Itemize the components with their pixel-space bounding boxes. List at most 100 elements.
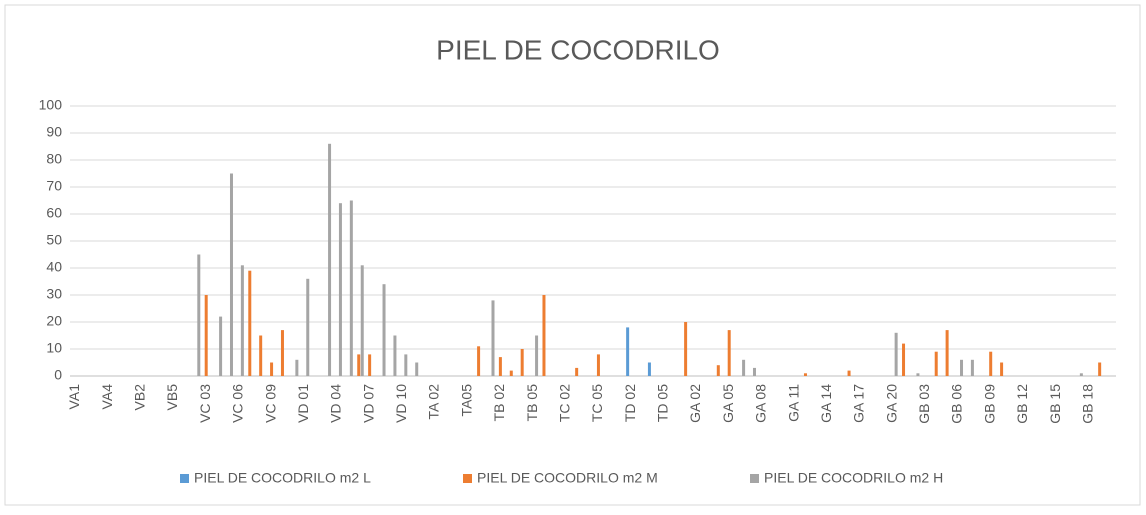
bar (727, 330, 731, 376)
y-tick-label: 10 (46, 340, 62, 356)
y-tick-label: 0 (54, 367, 62, 383)
x-tick-label: GB 03 (916, 384, 932, 424)
x-tick-label: TB 02 (491, 384, 507, 422)
bar (989, 351, 993, 376)
x-tick-label: VC 09 (262, 384, 278, 423)
legend-label: PIEL DE COCODRILO m2 H (764, 470, 943, 486)
x-tick-label: TD 02 (622, 384, 638, 422)
bar (219, 316, 223, 376)
y-tick-label: 30 (46, 286, 62, 302)
bar (716, 365, 720, 376)
bar (1098, 362, 1102, 376)
x-tick-label: GB 18 (1079, 384, 1095, 424)
x-tick-label: VB5 (164, 384, 180, 411)
legend-swatch (463, 474, 472, 483)
x-tick-label: GB 12 (1014, 384, 1030, 424)
x-tick-label: GB 15 (1047, 384, 1063, 424)
y-tick-label: 50 (46, 232, 62, 248)
x-tick-label: GA 11 (785, 384, 801, 422)
bar (934, 351, 938, 376)
bar (498, 357, 502, 376)
bar (259, 335, 263, 376)
bar (520, 349, 524, 376)
y-tick-label: 20 (46, 313, 62, 329)
bar (229, 173, 233, 376)
bar (575, 367, 579, 376)
x-tick-label: VD 10 (393, 384, 409, 423)
x-tick-label: VD 07 (360, 384, 376, 423)
x-tick-label: GA 02 (687, 384, 703, 423)
x-tick-label: TA05 (458, 384, 474, 417)
bar (902, 343, 906, 376)
y-tick-label: 40 (46, 259, 62, 275)
chart-border (4, 4, 1141, 506)
bar (382, 284, 386, 376)
bar (1000, 362, 1004, 376)
x-tick-label: VD 01 (295, 384, 311, 423)
bar (415, 362, 419, 376)
bar (306, 278, 310, 376)
x-tick-label: TD 05 (655, 384, 671, 422)
bar (509, 370, 513, 376)
bar (248, 270, 252, 376)
bar (535, 335, 539, 376)
x-tick-label: GA 14 (818, 384, 834, 423)
bar (803, 373, 807, 376)
x-tick-label: VC 06 (230, 384, 246, 423)
bar (338, 203, 342, 376)
x-tick-label: TC 02 (556, 384, 572, 422)
x-tick-label: TC 05 (589, 384, 605, 422)
bar (647, 362, 651, 376)
legend-swatch (180, 474, 189, 483)
bar (280, 330, 284, 376)
bar (270, 362, 274, 376)
bar (328, 143, 332, 376)
legend-label: PIEL DE COCODRILO m2 M (477, 470, 658, 486)
x-tick-label: GA 20 (883, 384, 899, 423)
x-tick-label: VA4 (99, 384, 115, 410)
x-tick-label: GA 05 (720, 384, 736, 423)
chart-title: PIEL DE COCODRILO (436, 34, 720, 65)
x-tick-label: TB 05 (524, 384, 540, 422)
bar (742, 359, 746, 376)
bar (357, 354, 361, 376)
bar (360, 265, 364, 376)
y-tick-label: 100 (39, 97, 63, 113)
bar (349, 200, 353, 376)
x-tick-label: GA 08 (753, 384, 769, 423)
bar (393, 335, 397, 376)
x-tick-label: VC 03 (197, 384, 213, 423)
bar (960, 359, 964, 376)
bar (1079, 373, 1083, 376)
bar (491, 300, 495, 376)
bar (684, 322, 688, 376)
bar (916, 373, 920, 376)
bar (626, 327, 630, 376)
bar (368, 354, 372, 376)
y-tick-label: 70 (46, 178, 62, 194)
bar (197, 254, 201, 376)
bar (894, 332, 898, 376)
bar (945, 330, 949, 376)
x-tick-label: GB 09 (981, 384, 997, 424)
bar (204, 295, 208, 376)
bar (404, 354, 408, 376)
x-tick-label: TA 02 (426, 384, 442, 420)
legend-label: PIEL DE COCODRILO m2 L (194, 470, 371, 486)
legend-swatch (750, 474, 759, 483)
x-tick-label: VA1 (66, 384, 82, 410)
x-tick-label: VD 04 (328, 384, 344, 423)
bar (752, 367, 756, 376)
bar (240, 265, 244, 376)
bar (477, 346, 481, 376)
bar (847, 370, 851, 376)
bar (970, 359, 974, 376)
x-tick-label: GA 17 (851, 384, 867, 423)
bar (596, 354, 600, 376)
bar (542, 295, 546, 376)
y-tick-label: 90 (46, 124, 62, 140)
y-tick-label: 60 (46, 205, 62, 221)
bar (295, 359, 299, 376)
x-tick-label: GB 06 (949, 384, 965, 424)
